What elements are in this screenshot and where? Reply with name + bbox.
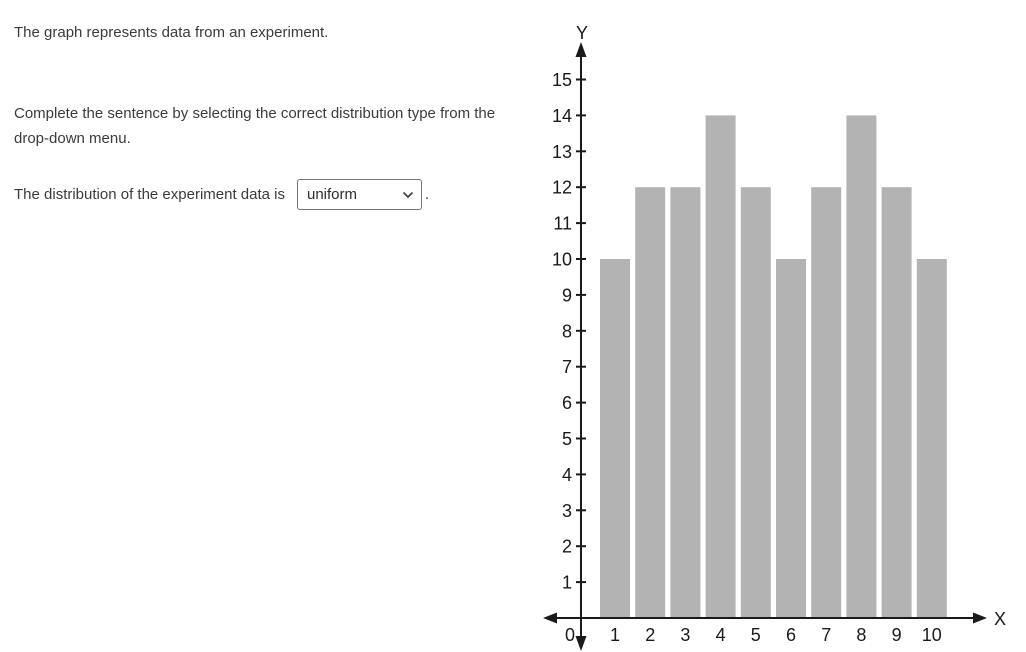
x-axis-left-arrow [543, 612, 557, 624]
y-tick-label: 4 [562, 465, 572, 485]
bar [740, 187, 771, 618]
y-tick-label: 8 [562, 321, 572, 341]
bar [881, 187, 912, 618]
answer-sentence: The distribution of the experiment data … [14, 179, 429, 210]
y-tick-label: 10 [552, 250, 572, 270]
bar [776, 259, 806, 618]
distribution-dropdown[interactable]: uniform [296, 179, 422, 210]
x-axis-right-arrow [973, 612, 987, 624]
question-intro: The graph represents data from an experi… [14, 24, 329, 41]
y-tick-label: 3 [562, 501, 572, 521]
question-instruction: Complete the sentence by selecting the c… [14, 105, 496, 147]
x-tick-label: 4 [716, 625, 726, 645]
y-tick-label: 5 [562, 429, 572, 449]
chart-panel: 1 2 3 4 5 6 7 8 9 10 11 12 13 14 15 1 2 3 4 5 6 7 8 9 10 0 Y X [535, 0, 1026, 652]
y-tick-label: 13 [552, 142, 572, 162]
sentence-suffix: . [424, 186, 430, 203]
bar [635, 187, 666, 618]
bar [846, 115, 877, 619]
y-tick-label: 1 [562, 573, 572, 593]
y-tick-label: 9 [562, 285, 572, 305]
x-tick-label: 6 [786, 625, 796, 645]
bar [916, 259, 947, 618]
y-tick-label: 2 [562, 537, 572, 557]
bar [600, 259, 630, 618]
x-tick-label: 1 [610, 625, 620, 645]
bar [811, 187, 842, 618]
bar [670, 187, 701, 618]
bar [705, 115, 736, 619]
x-axis-title: X [994, 609, 1006, 629]
x-tick-label: 2 [645, 625, 655, 645]
distribution-select-wrap: uniform [296, 179, 422, 210]
sentence-prefix: The distribution of the experiment data … [14, 186, 285, 203]
y-tick-label: 11 [553, 214, 572, 234]
y-tick-label: 6 [562, 393, 572, 413]
y-axis-title: Y [576, 23, 588, 43]
x-tick-label: 10 [922, 625, 942, 645]
x-tick-label: 8 [856, 625, 866, 645]
x-tick-label: 5 [751, 625, 761, 645]
y-tick-label: 7 [562, 357, 572, 377]
y-axis-bottom-arrow [575, 636, 587, 651]
x-tick-label: 9 [892, 625, 902, 645]
origin-label: 0 [565, 625, 575, 645]
y-tick-label: 15 [552, 70, 572, 90]
y-axis-top-arrow [575, 42, 587, 57]
y-tick-label: 14 [552, 106, 572, 126]
x-tick-label: 3 [680, 625, 690, 645]
y-tick-label: 12 [552, 178, 572, 198]
x-tick-label: 7 [821, 625, 831, 645]
